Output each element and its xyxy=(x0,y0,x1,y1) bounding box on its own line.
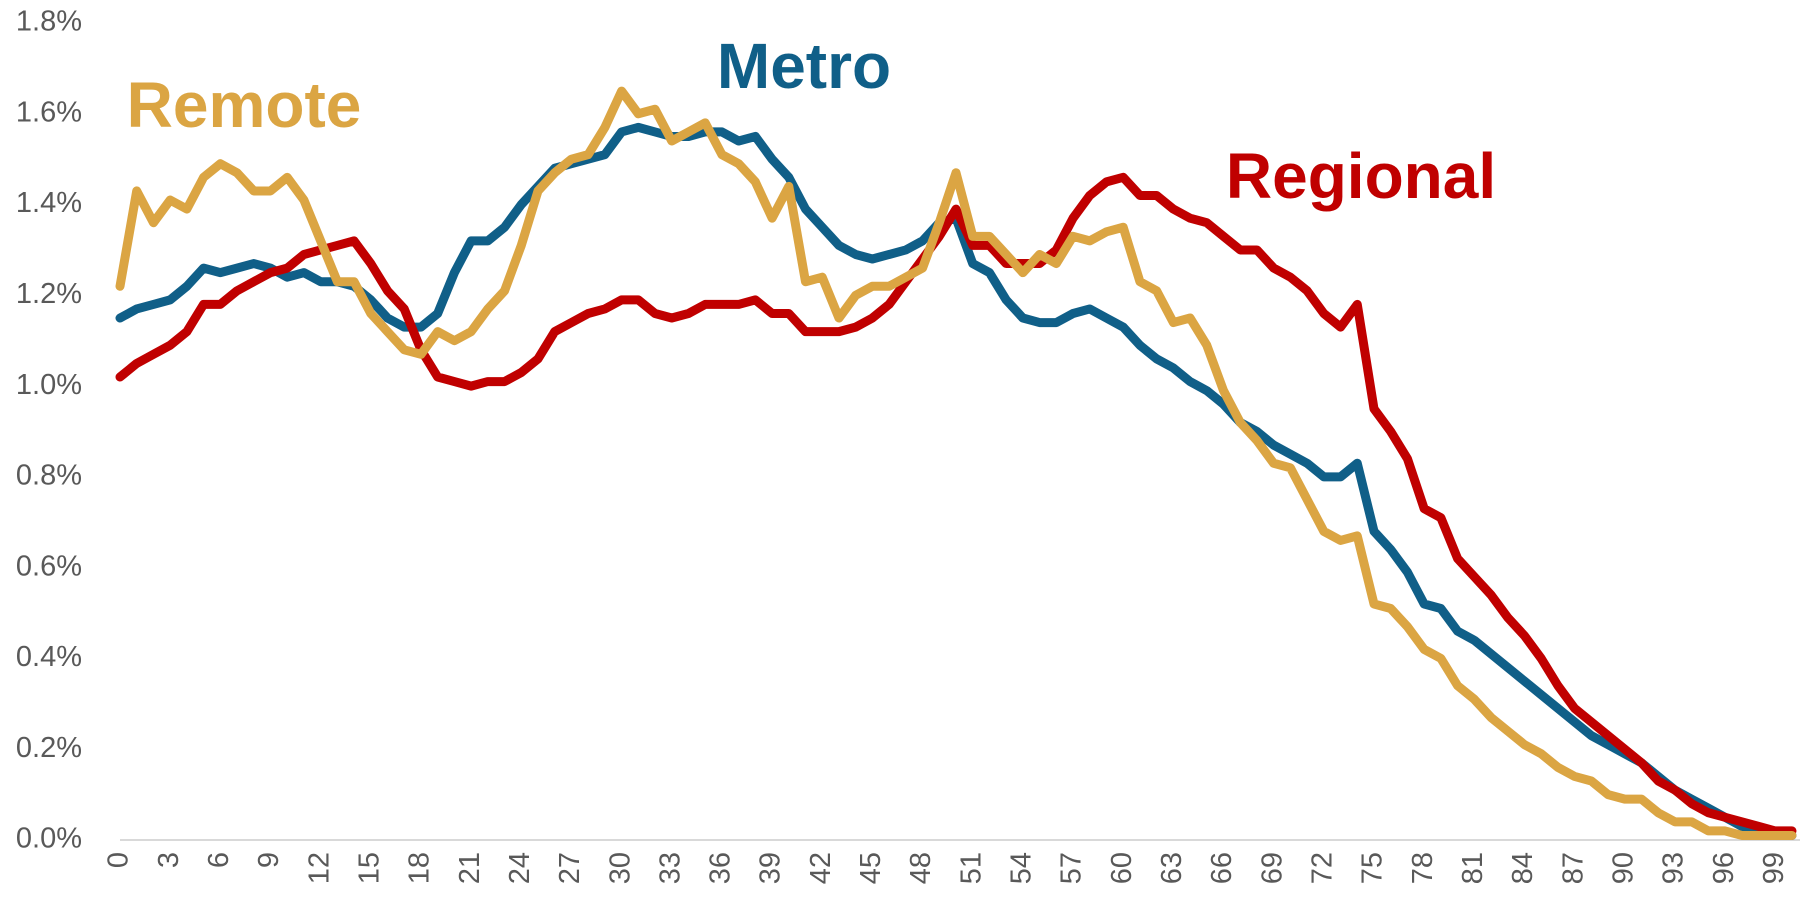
x-tick-label: 12 xyxy=(303,852,335,884)
x-tick-label: 84 xyxy=(1507,852,1539,884)
series-label: Metro xyxy=(717,30,891,102)
x-tick-label: 27 xyxy=(554,852,586,884)
x-tick-label: 66 xyxy=(1206,852,1238,884)
x-tick-label: 51 xyxy=(955,852,987,884)
x-tick-label: 30 xyxy=(604,852,636,884)
y-tick-label: 1.4% xyxy=(16,187,82,219)
x-tick-label: 9 xyxy=(253,852,285,868)
x-tick-label: 21 xyxy=(454,852,486,884)
y-tick-label: 0.6% xyxy=(16,550,82,582)
x-tick-label: 0 xyxy=(103,852,135,868)
x-tick-label: 3 xyxy=(153,852,185,868)
x-tick-label: 33 xyxy=(654,852,686,884)
y-tick-label: 1.6% xyxy=(16,96,82,128)
x-tick-label: 69 xyxy=(1256,852,1288,884)
y-tick-label: 1.8% xyxy=(16,6,82,38)
x-tick-label: 78 xyxy=(1407,852,1439,884)
y-tick-label: 1.0% xyxy=(16,369,82,401)
x-tick-label: 87 xyxy=(1557,852,1589,884)
y-tick-label: 0.4% xyxy=(16,641,82,673)
x-tick-label: 24 xyxy=(504,852,536,884)
x-tick-label: 99 xyxy=(1758,852,1790,884)
x-tick-label: 48 xyxy=(905,852,937,884)
y-tick-label: 1.2% xyxy=(16,278,82,310)
x-tick-label: 54 xyxy=(1006,852,1038,884)
series-line xyxy=(115,122,1797,840)
x-tick-label: 72 xyxy=(1306,852,1338,884)
x-tick-label: 39 xyxy=(755,852,787,884)
x-tick-label: 96 xyxy=(1708,852,1740,884)
y-tick-label: 0.2% xyxy=(16,732,82,764)
x-tick-label: 45 xyxy=(855,852,887,884)
x-tick-label: 60 xyxy=(1106,852,1138,884)
x-tick-label: 18 xyxy=(404,852,436,884)
y-tick-label: 0.8% xyxy=(16,460,82,492)
x-tick-label: 93 xyxy=(1658,852,1690,884)
x-tick-label: 90 xyxy=(1607,852,1639,884)
x-tick-label: 63 xyxy=(1156,852,1188,884)
x-tick-label: 6 xyxy=(203,852,235,868)
series-line xyxy=(115,86,1797,840)
x-tick-label: 75 xyxy=(1357,852,1389,884)
x-tick-label: 81 xyxy=(1457,852,1489,884)
x-tick-label: 57 xyxy=(1056,852,1088,884)
y-tick-label: 0.0% xyxy=(16,823,82,855)
series-label: Regional xyxy=(1226,140,1496,212)
x-tick-label: 15 xyxy=(353,852,385,884)
series-line xyxy=(115,172,1797,836)
x-tick-label: 36 xyxy=(705,852,737,884)
series-label: Remote xyxy=(127,69,362,141)
x-tick-label: 42 xyxy=(805,852,837,884)
